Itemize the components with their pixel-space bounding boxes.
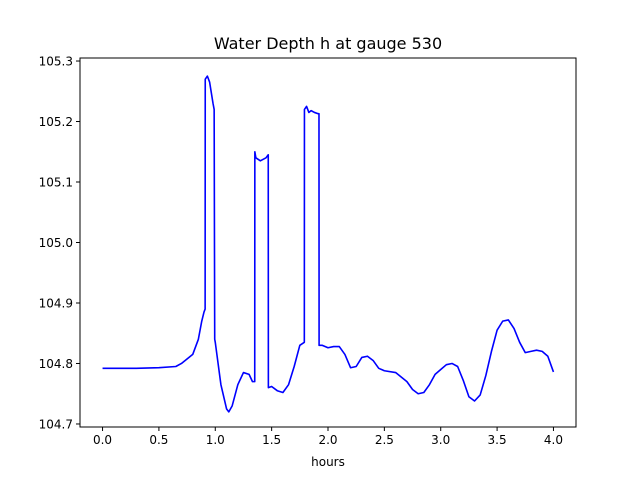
y-tick-label: 105.2	[39, 115, 73, 129]
y-tick-label: 104.7	[39, 417, 73, 431]
x-tick-label: 2.5	[375, 433, 394, 447]
y-tick-label: 105.1	[39, 176, 73, 190]
y-tick-label: 104.9	[39, 296, 73, 310]
x-tick-label: 0.0	[93, 433, 112, 447]
y-tick-label: 105.3	[39, 55, 73, 69]
x-axis-label: hours	[311, 455, 345, 469]
series-line-0	[102, 75, 555, 413]
x-tick-label: 3.5	[488, 433, 507, 447]
y-axis: 104.7 104.8 104.9 105.0 105.1 105.2 105.3	[39, 55, 80, 431]
x-tick-label: 4.0	[544, 433, 563, 447]
y-tick-label: 104.8	[39, 357, 73, 371]
x-tick-label: 1.0	[206, 433, 225, 447]
y-tick-label: 105.0	[39, 236, 73, 250]
x-tick-label: 0.5	[149, 433, 168, 447]
x-tick-label: 1.5	[262, 433, 281, 447]
chart-title: Water Depth h at gauge 530	[214, 34, 442, 53]
x-tick-label: 3.0	[431, 433, 450, 447]
x-tick-label: 2.0	[318, 433, 337, 447]
x-axis: 0.0 0.5 1.0 1.5 2.0 2.5 3.0 3.5 4.0	[93, 427, 563, 447]
